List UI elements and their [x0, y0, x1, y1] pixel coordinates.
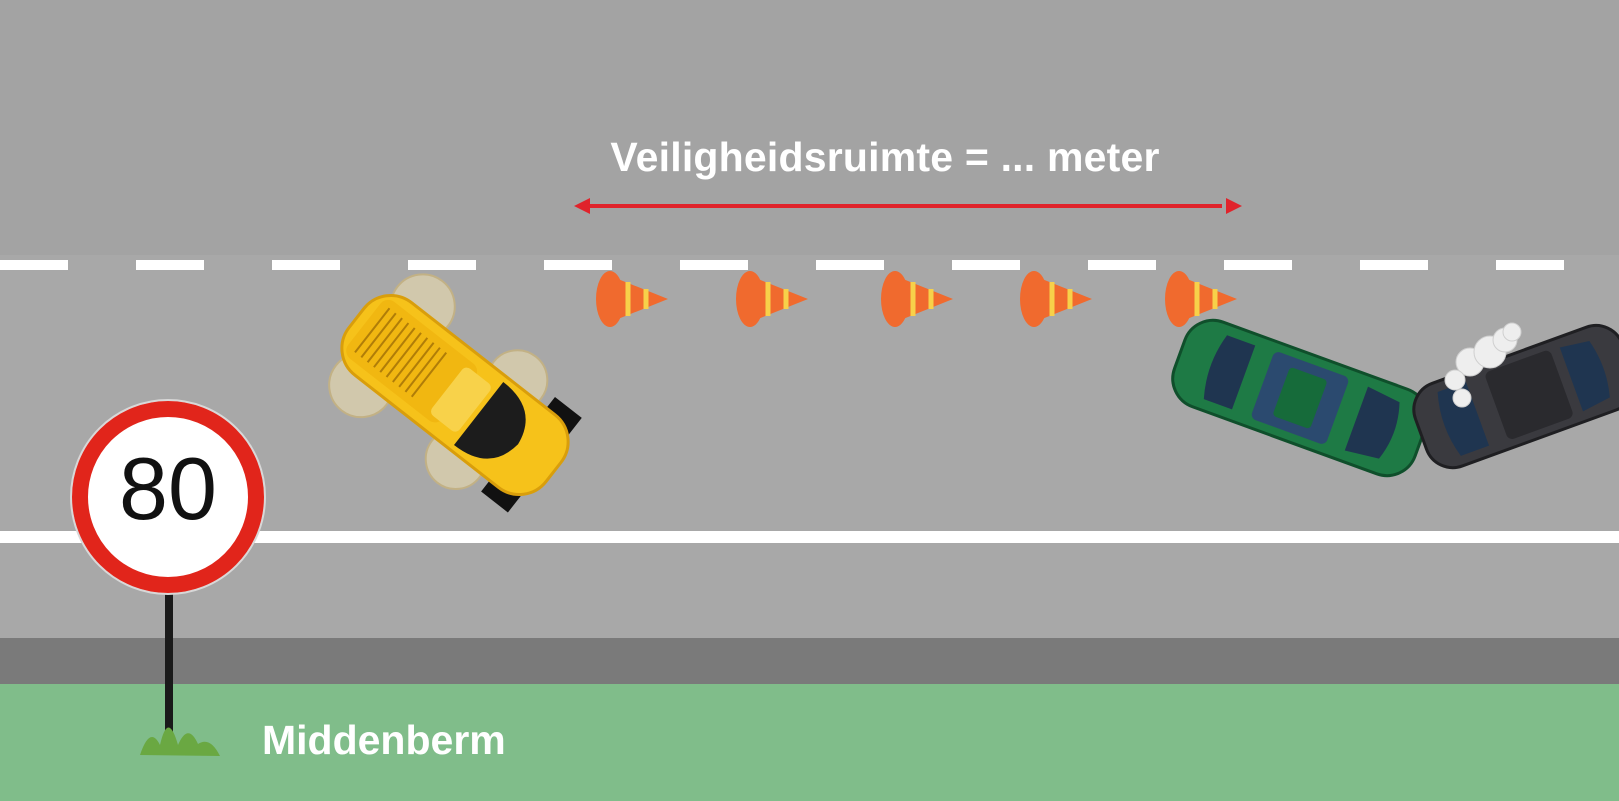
lane-dash [1496, 260, 1564, 270]
safety-distance-label: Veiligheidsruimte = ... meter [610, 134, 1160, 180]
dashed-lane-line [0, 260, 1564, 270]
road-top-band [0, 0, 1619, 255]
crash-smoke [1444, 322, 1522, 408]
lane-dash [544, 260, 612, 270]
lane-dash [0, 260, 68, 270]
lane-dash [1360, 260, 1428, 270]
speed-sign-post [140, 588, 220, 756]
distance-arrow [574, 198, 1242, 214]
traffic-cone [596, 271, 668, 327]
lane-dash [680, 260, 748, 270]
median-label: Middenberm [262, 717, 506, 763]
solid-edge-line [0, 531, 1619, 543]
lane-dash [408, 260, 476, 270]
lane-dash [816, 260, 884, 270]
traffic-cone [1165, 271, 1237, 327]
lane-dash [1224, 260, 1292, 270]
lane-dash [136, 260, 204, 270]
speed-limit-value: 80 [119, 439, 217, 538]
green-car [1171, 318, 1429, 478]
traffic-cones [596, 271, 1237, 327]
shoulder-strip [0, 638, 1619, 684]
traffic-cone [736, 271, 808, 327]
lane-dash [952, 260, 1020, 270]
traffic-cone [1020, 271, 1092, 327]
yellow-car [328, 273, 582, 513]
dark-car [1412, 323, 1619, 470]
lane-dash [272, 260, 340, 270]
traffic-cone [881, 271, 953, 327]
lane-dash [1088, 260, 1156, 270]
median-grass [0, 684, 1619, 801]
speed-limit-sign [70, 399, 266, 595]
